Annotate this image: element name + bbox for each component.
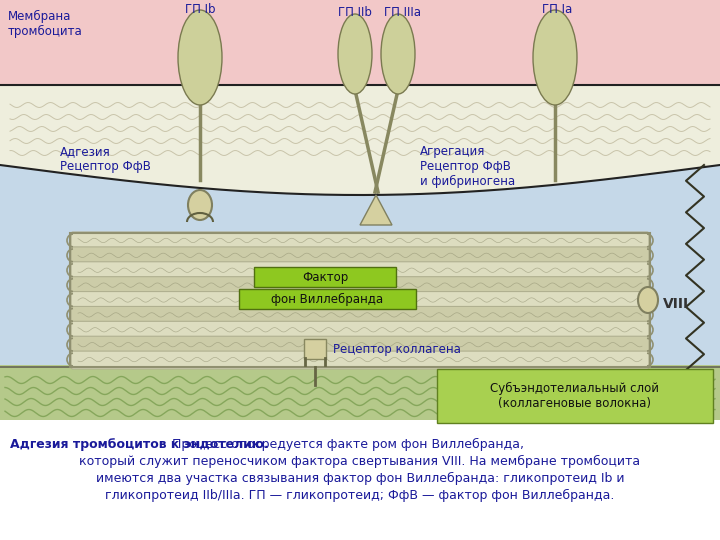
FancyBboxPatch shape: [304, 339, 326, 359]
Bar: [70, 233, 650, 367]
FancyBboxPatch shape: [71, 262, 649, 280]
Text: фон Виллебранда: фон Виллебранда: [271, 293, 383, 306]
FancyBboxPatch shape: [437, 369, 713, 423]
FancyBboxPatch shape: [71, 247, 649, 265]
Bar: [0, 0, 720, 420]
Text: гликопротеид IIb/IIIa. ГП — гликопротеид; ФфВ — фактор фон Виллебранда.: гликопротеид IIb/IIIa. ГП — гликопротеид…: [105, 489, 615, 502]
Ellipse shape: [338, 14, 372, 94]
FancyBboxPatch shape: [71, 351, 649, 369]
FancyBboxPatch shape: [71, 336, 649, 354]
Ellipse shape: [533, 10, 577, 105]
FancyBboxPatch shape: [71, 321, 649, 339]
Bar: [0, 0, 720, 95]
FancyBboxPatch shape: [71, 276, 649, 294]
Text: Фактор: Фактор: [302, 271, 348, 284]
Ellipse shape: [188, 190, 212, 220]
Bar: [0, 365, 720, 420]
Text: ГП IIIa: ГП IIIa: [384, 6, 420, 19]
Text: ГП IIb: ГП IIb: [338, 6, 372, 19]
Text: имеются два участка связывания фактор фон Виллебранда: гликопротеид Ib и: имеются два участка связывания фактор фо…: [96, 472, 624, 485]
Ellipse shape: [638, 287, 658, 313]
Text: Агрегация
Рецептор ФфВ
и фибриногена: Агрегация Рецептор ФфВ и фибриногена: [420, 145, 515, 188]
Ellipse shape: [178, 10, 222, 105]
FancyBboxPatch shape: [71, 232, 649, 250]
FancyBboxPatch shape: [254, 267, 396, 287]
Ellipse shape: [381, 14, 415, 94]
Text: Мембрана
тромбоцита: Мембрана тромбоцита: [8, 10, 83, 38]
FancyBboxPatch shape: [239, 289, 416, 309]
Text: Процесс опосредуется факте ром фон Виллебранда,: Процесс опосредуется факте ром фон Вилле…: [168, 438, 524, 451]
Text: Адгезия тромбоцитов к эндотелию.: Адгезия тромбоцитов к эндотелию.: [10, 438, 269, 451]
Text: Адгезия
Рецептор ФфВ: Адгезия Рецептор ФфВ: [60, 145, 151, 173]
Text: VIII: VIII: [663, 297, 689, 311]
FancyBboxPatch shape: [71, 306, 649, 325]
Text: Субъэндотелиальный слой
(коллагеновые волокна): Субъэндотелиальный слой (коллагеновые во…: [490, 382, 660, 410]
Text: ГП Ia: ГП Ia: [542, 3, 572, 16]
Text: Рецептор коллагена: Рецептор коллагена: [333, 342, 461, 355]
Text: который служит переносчиком фактора свертывания VIII. На мембране тромбоцита: который служит переносчиком фактора свер…: [79, 455, 641, 468]
Polygon shape: [360, 195, 392, 225]
FancyBboxPatch shape: [71, 292, 649, 309]
Polygon shape: [0, 85, 720, 195]
Text: ГП Ib: ГП Ib: [185, 3, 215, 16]
